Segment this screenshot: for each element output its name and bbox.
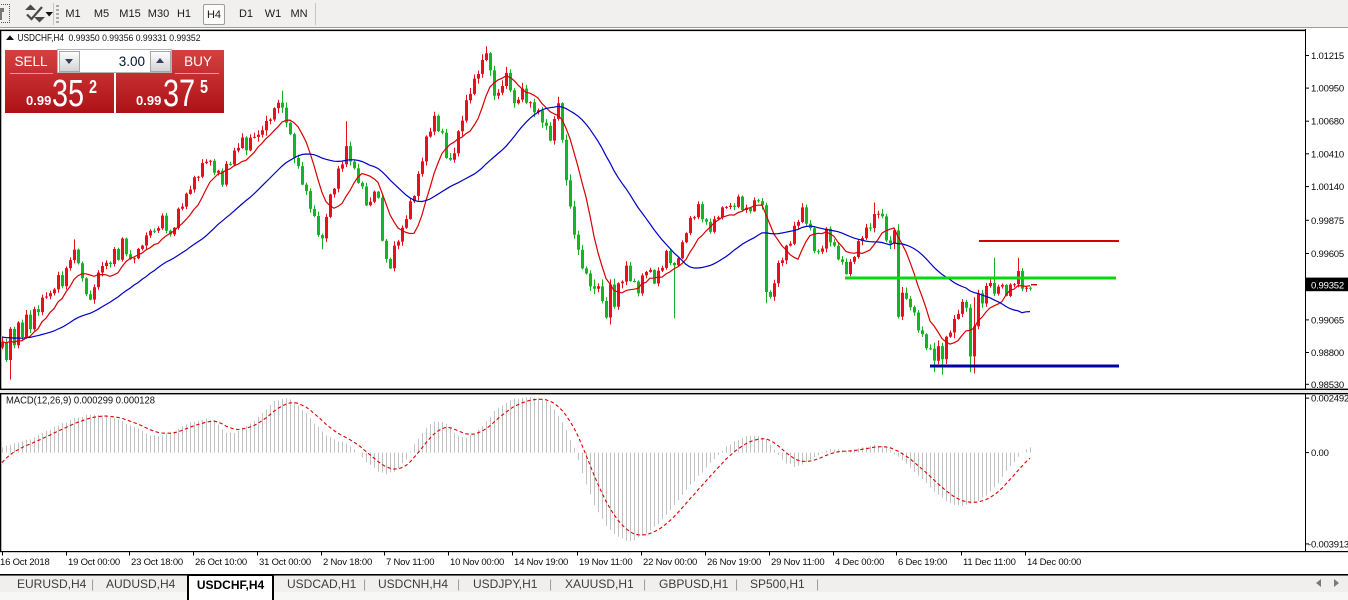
svg-text:7 Nov 11:00: 7 Nov 11:00 <box>386 557 434 568</box>
svg-text:14 Nov 19:00: 14 Nov 19:00 <box>514 557 568 568</box>
svg-text:0.99065: 0.99065 <box>1311 315 1344 326</box>
svg-text:0.99350 0.99356 0.99331 0.9935: 0.99350 0.99356 0.99331 0.99352 <box>69 33 201 44</box>
svg-text:4 Dec 00:00: 4 Dec 00:00 <box>835 557 884 568</box>
svg-text:0.98800: 0.98800 <box>1311 348 1344 359</box>
svg-text:0.98530: 0.98530 <box>1311 380 1344 391</box>
svg-text:29 Nov 11:00: 29 Nov 11:00 <box>771 557 824 568</box>
svg-text:1.00410: 1.00410 <box>1311 149 1344 160</box>
svg-text:19 Nov 11:00: 19 Nov 11:00 <box>579 557 632 568</box>
svg-text:31 Oct 00:00: 31 Oct 00:00 <box>259 557 311 568</box>
svg-text:1.00950: 1.00950 <box>1311 84 1344 95</box>
svg-text:14 Dec 00:00: 14 Dec 00:00 <box>1027 557 1081 568</box>
svg-text:0.99875: 0.99875 <box>1311 216 1344 227</box>
svg-text:23 Oct 18:00: 23 Oct 18:00 <box>131 557 183 568</box>
svg-text:10 Nov 00:00: 10 Nov 00:00 <box>450 557 504 568</box>
svg-text:USDCHF,H4: USDCHF,H4 <box>18 33 65 44</box>
svg-text:26 Oct 10:00: 26 Oct 10:00 <box>195 557 247 568</box>
svg-text:19 Oct 00:00: 19 Oct 00:00 <box>68 557 120 568</box>
svg-text:0.99352: 0.99352 <box>1311 280 1344 291</box>
svg-text:1.00140: 1.00140 <box>1311 182 1344 193</box>
svg-text:2 Nov 18:00: 2 Nov 18:00 <box>323 557 372 568</box>
svg-text:22 Nov 00:00: 22 Nov 00:00 <box>643 557 697 568</box>
svg-text:MACD(12,26,9) 0.000299 0.00012: MACD(12,26,9) 0.000299 0.000128 <box>6 396 155 407</box>
svg-text:26 Nov 19:00: 26 Nov 19:00 <box>707 557 761 568</box>
svg-text:0.002492: 0.002492 <box>1311 394 1348 405</box>
svg-text:0.00: 0.00 <box>1311 448 1329 459</box>
svg-text:1.00680: 1.00680 <box>1311 117 1344 128</box>
svg-text:11 Dec 11:00: 11 Dec 11:00 <box>963 557 1016 568</box>
svg-text:-0.003913: -0.003913 <box>1308 539 1348 550</box>
svg-text:16 Oct 2018: 16 Oct 2018 <box>0 557 50 568</box>
svg-text:6 Dec 19:00: 6 Dec 19:00 <box>898 557 947 568</box>
svg-text:0.99605: 0.99605 <box>1311 249 1344 260</box>
svg-text:1.01215: 1.01215 <box>1311 51 1344 62</box>
